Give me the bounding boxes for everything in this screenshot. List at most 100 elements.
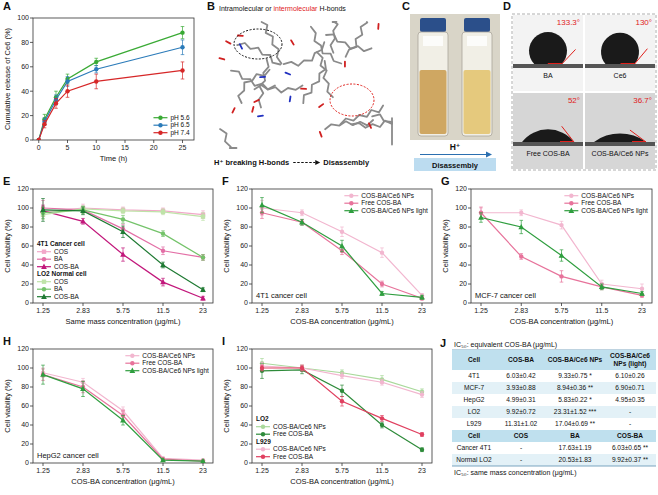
y-tick bbox=[30, 227, 33, 228]
table-cell-line: 9.33±0.75 * bbox=[558, 372, 592, 379]
x-tick bbox=[43, 303, 44, 306]
series-line bbox=[481, 218, 642, 294]
hbond-circle bbox=[330, 84, 374, 116]
y-tick bbox=[468, 208, 471, 209]
error-bar bbox=[420, 392, 424, 398]
table-cell: MCF-7 bbox=[464, 384, 484, 391]
error-bar bbox=[94, 66, 98, 73]
y-tick bbox=[30, 246, 33, 247]
legend-label: COS-BA/Ce6 NPs light bbox=[142, 367, 209, 375]
error-bar bbox=[380, 422, 384, 428]
table-cell: HepG2 bbox=[464, 396, 485, 404]
panel-letter: B bbox=[207, 0, 215, 12]
marker bbox=[380, 416, 384, 420]
error-bar bbox=[161, 231, 165, 237]
series-line bbox=[262, 205, 422, 297]
legend-label: COS-BA/Ce6 NPs bbox=[142, 352, 195, 359]
series bbox=[41, 206, 205, 260]
table-cell-line: 3.93±0.88 bbox=[506, 384, 536, 391]
table-cell: - bbox=[629, 408, 631, 415]
x-axis-title: Time (h) bbox=[100, 154, 128, 163]
molecule-atom-bond bbox=[289, 97, 292, 102]
marker bbox=[340, 399, 344, 403]
molecule-atom-bond bbox=[258, 115, 263, 118]
table-cell: - bbox=[520, 444, 522, 451]
x-tick-label: 11.5 bbox=[375, 307, 388, 314]
y-tick bbox=[30, 303, 33, 304]
table-row-bg bbox=[452, 394, 656, 406]
marker bbox=[160, 279, 166, 284]
table-cell: 6.03±0.42 bbox=[506, 372, 536, 379]
y-tick bbox=[249, 246, 252, 247]
y-axis-title: Cell viability (%) bbox=[441, 219, 450, 273]
panel-letter: D bbox=[503, 0, 511, 12]
series bbox=[37, 62, 185, 140]
substrate bbox=[513, 142, 583, 146]
legend-label: COS bbox=[54, 278, 69, 285]
y-tick bbox=[249, 387, 252, 388]
x-tick-label: 2.83 bbox=[295, 467, 309, 474]
table-cell-line: 9.92±0.72 bbox=[506, 408, 536, 415]
series bbox=[40, 365, 206, 463]
table-cell-line: L929 bbox=[467, 420, 482, 427]
marker bbox=[42, 250, 46, 254]
vial-cap bbox=[464, 18, 490, 32]
marker bbox=[161, 249, 165, 253]
y-tick-label: 40 bbox=[240, 261, 248, 268]
photo-background bbox=[410, 14, 500, 140]
marker bbox=[300, 366, 304, 370]
x-tick-label: 23 bbox=[418, 467, 426, 474]
y-tick bbox=[468, 189, 471, 190]
error-bar bbox=[380, 281, 384, 287]
table-cell-line: Normal LO2 bbox=[456, 456, 492, 463]
marker bbox=[129, 368, 135, 373]
x-tick bbox=[182, 140, 183, 143]
legend-group: 4T1 Cancer cell bbox=[37, 240, 85, 247]
series bbox=[260, 359, 424, 395]
plot-frame bbox=[471, 189, 652, 303]
y-tick bbox=[249, 406, 252, 407]
y-tick bbox=[30, 284, 33, 285]
table-cell: LO2 bbox=[468, 408, 481, 415]
marker bbox=[599, 284, 605, 289]
error-bar bbox=[560, 271, 564, 282]
marker bbox=[200, 287, 206, 292]
series bbox=[40, 205, 206, 300]
y-tick-label: 60 bbox=[459, 242, 467, 249]
x-tick bbox=[382, 463, 383, 466]
table-cell: 6.90±0.71 bbox=[615, 384, 645, 391]
x-axis-title: COS-BA concentration (μg/mL) bbox=[510, 317, 614, 326]
marker bbox=[569, 194, 573, 198]
y-tick bbox=[30, 444, 33, 445]
marker bbox=[130, 354, 134, 358]
arrow bbox=[420, 154, 486, 155]
marker bbox=[201, 255, 205, 259]
molecule-bond bbox=[372, 114, 392, 144]
y-axis-title: Cumulative release of Ce6 (%) bbox=[3, 27, 12, 130]
x-axis-title: COS-BA concentration (μg/mL) bbox=[290, 477, 394, 486]
error-bar bbox=[181, 62, 185, 79]
x-tick-label: 25 bbox=[179, 144, 187, 151]
x-tick bbox=[422, 463, 423, 466]
marker bbox=[42, 257, 46, 261]
marker bbox=[348, 208, 354, 213]
table-cell-line: 8.94±0.36 ** bbox=[557, 384, 594, 391]
table-cell-line: HepG2 bbox=[464, 396, 485, 404]
y-axis-title: Cell viability (%) bbox=[222, 219, 231, 273]
legend-label: COS-BA/Ce6 NPs bbox=[361, 192, 414, 199]
marker bbox=[54, 101, 58, 105]
molecule-bond bbox=[311, 27, 341, 64]
table-row-bg bbox=[452, 370, 656, 382]
angle-label: 133.3° bbox=[557, 18, 580, 27]
tangent-line bbox=[635, 49, 648, 64]
table-row-bg bbox=[452, 442, 656, 454]
vial-cap bbox=[420, 18, 446, 32]
vial-liquid bbox=[464, 70, 491, 134]
photo-background bbox=[513, 15, 583, 91]
marker bbox=[261, 425, 265, 429]
x-tick-label: 20 bbox=[150, 144, 158, 151]
y-tick-label: 120 bbox=[236, 185, 248, 192]
vial-label bbox=[467, 36, 487, 46]
panel-title-part: Intramolecular or bbox=[219, 5, 273, 12]
y-tick-label: 80 bbox=[21, 223, 29, 230]
